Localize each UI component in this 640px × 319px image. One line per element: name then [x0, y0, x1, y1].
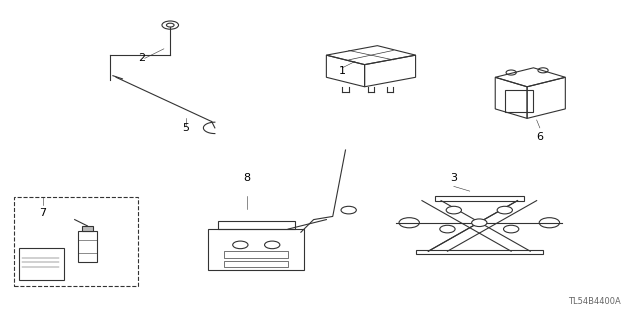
Bar — [78, 231, 97, 262]
Text: 6: 6 — [536, 132, 543, 142]
Circle shape — [497, 206, 513, 214]
Bar — [415, 250, 543, 254]
Bar — [505, 90, 534, 112]
Circle shape — [446, 206, 461, 214]
Text: TL54B4400A: TL54B4400A — [568, 297, 620, 306]
Bar — [218, 221, 294, 229]
Text: 5: 5 — [182, 123, 189, 133]
Text: 8: 8 — [243, 174, 250, 183]
Text: 3: 3 — [451, 174, 458, 183]
Circle shape — [472, 219, 487, 226]
Bar — [78, 240, 97, 253]
Circle shape — [504, 225, 519, 233]
Bar — [225, 261, 288, 267]
Bar — [14, 197, 138, 286]
Bar — [225, 251, 288, 257]
Bar — [19, 248, 64, 280]
Bar — [209, 229, 304, 270]
Text: 1: 1 — [339, 66, 346, 76]
Circle shape — [440, 225, 455, 233]
Text: 2: 2 — [138, 53, 145, 63]
Bar — [83, 226, 93, 231]
Bar — [435, 196, 524, 201]
Text: 7: 7 — [39, 208, 46, 218]
